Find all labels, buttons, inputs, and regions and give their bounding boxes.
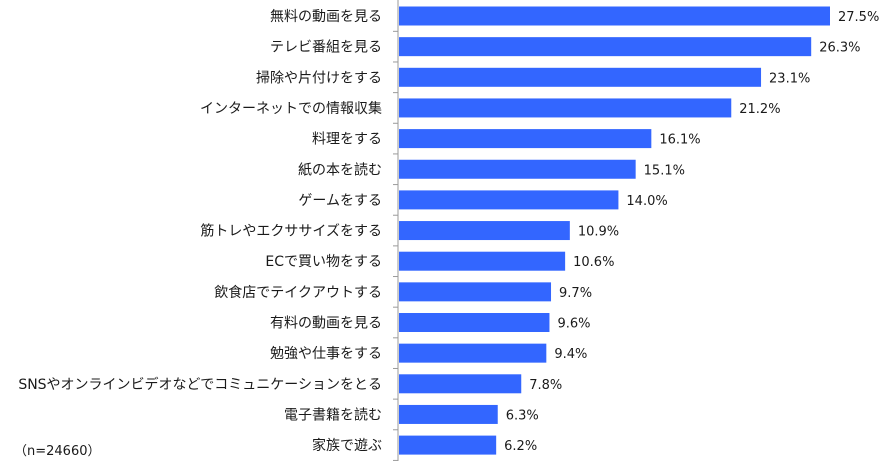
value-label: 6.2% [504, 439, 537, 454]
value-label: 10.6% [573, 255, 614, 270]
category-label: ECで買い物をする [265, 254, 382, 270]
bar [399, 251, 566, 271]
value-label: 21.2% [739, 102, 780, 117]
bar [399, 282, 552, 302]
category-label: 勉強や仕事をする [270, 346, 382, 362]
category-label: 料理をする [312, 132, 382, 148]
bar [399, 6, 830, 26]
bar [399, 98, 732, 118]
bar [399, 190, 619, 210]
value-label: 6.3% [506, 408, 539, 423]
bar [399, 67, 762, 87]
bar [399, 129, 652, 149]
category-label: テレビ番組を見る [270, 40, 382, 56]
category-label: 飲食店でテイクアウトする [214, 284, 382, 301]
category-label: SNSやオンラインビデオなどでコミュニケーションをとる [18, 376, 382, 393]
value-label: 9.6% [557, 317, 590, 332]
category-label: 電子書籍を読む [284, 406, 382, 423]
category-label: 紙の本を読む [298, 161, 382, 178]
category-label: 掃除や片付けをする [256, 69, 382, 86]
bar [399, 37, 812, 57]
bar [399, 343, 547, 363]
bar [399, 404, 498, 424]
value-label: 10.9% [578, 225, 619, 240]
bar [399, 159, 636, 179]
category-label: 有料の動画を見る [270, 316, 382, 332]
value-label: 9.4% [554, 347, 587, 362]
value-label: 23.1% [769, 71, 810, 86]
bar [399, 221, 570, 241]
bar [399, 313, 550, 332]
value-label: 9.7% [559, 286, 592, 301]
category-label: インターネットでの情報収集 [200, 100, 382, 117]
category-label: 無料の動画を見る [270, 9, 382, 25]
value-label: 26.3% [819, 41, 860, 56]
value-label: 27.5% [838, 10, 879, 25]
bar [399, 435, 497, 455]
bars-group: 無料の動画を見る 27.5% テレビ番組を見る 26.3% 掃除や片付けをする 23.1%… [18, 6, 879, 461]
sample-size-note: （n=24660） [14, 444, 101, 459]
category-label: ゲームをする [298, 193, 382, 209]
category-label: 筋トレやエクササイズをする [200, 223, 382, 240]
bar [399, 374, 522, 394]
value-label: 15.1% [644, 163, 685, 178]
category-label: 家族で遊ぶ [312, 437, 382, 454]
value-label: 14.0% [626, 194, 667, 209]
value-label: 7.8% [529, 378, 562, 393]
value-label: 16.1% [659, 133, 700, 148]
